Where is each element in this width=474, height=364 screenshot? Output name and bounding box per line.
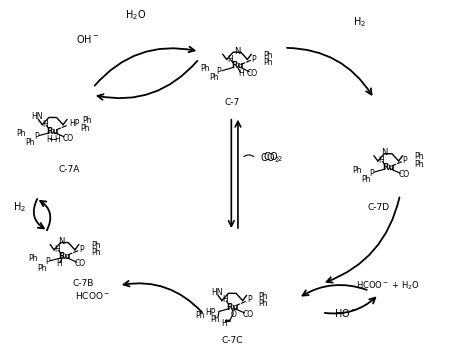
Text: Ph: Ph: [82, 116, 91, 125]
Text: P: P: [217, 67, 221, 76]
Text: Ru: Ru: [46, 127, 59, 136]
Text: HP: HP: [205, 308, 215, 317]
Text: Ph: Ph: [414, 152, 424, 161]
Text: Ph: Ph: [264, 51, 273, 60]
Text: Ru: Ru: [226, 302, 238, 312]
Text: H: H: [54, 135, 60, 144]
Text: N: N: [381, 149, 388, 158]
Text: Ph: Ph: [210, 73, 219, 82]
Text: Ph: Ph: [25, 138, 35, 147]
Text: HN: HN: [211, 288, 223, 297]
Text: Ph: Ph: [259, 299, 268, 308]
Text: H: H: [221, 319, 227, 328]
Text: Ph: Ph: [200, 64, 210, 74]
Text: H: H: [46, 135, 52, 144]
Text: H: H: [227, 55, 233, 63]
Text: CO: CO: [246, 69, 258, 78]
Text: P: P: [369, 169, 374, 178]
Text: H: H: [56, 260, 62, 268]
Text: H$_2$: H$_2$: [13, 201, 26, 214]
Text: CO$_2$: CO$_2$: [263, 150, 283, 163]
Text: Ph: Ph: [80, 124, 90, 133]
Text: Ph: Ph: [210, 315, 219, 324]
Text: C-7: C-7: [225, 98, 240, 107]
Text: Ru: Ru: [382, 163, 394, 172]
Text: HP: HP: [69, 119, 80, 128]
Text: HN: HN: [32, 112, 43, 121]
Text: Ph: Ph: [414, 159, 424, 169]
Text: Ph: Ph: [28, 254, 37, 263]
Text: P: P: [402, 156, 407, 165]
Text: OH$^-$: OH$^-$: [76, 33, 100, 45]
Text: Ph: Ph: [17, 129, 26, 138]
Text: H: H: [54, 245, 60, 254]
Text: C-7B: C-7B: [73, 279, 94, 288]
Text: CO: CO: [398, 170, 410, 179]
Text: Ph: Ph: [91, 248, 100, 257]
Text: HCOO$^-$ + H$_2$O: HCOO$^-$ + H$_2$O: [356, 279, 420, 292]
Text: Ru: Ru: [58, 252, 71, 261]
Text: CO: CO: [62, 134, 73, 143]
Text: H: H: [42, 120, 47, 129]
Text: Ph: Ph: [264, 58, 273, 67]
Text: Ph: Ph: [259, 292, 268, 301]
Text: P: P: [45, 257, 50, 266]
Text: H$_2$: H$_2$: [354, 16, 366, 29]
Text: N: N: [58, 237, 64, 246]
Text: P: P: [34, 132, 39, 141]
Text: Ru: Ru: [231, 62, 243, 71]
Text: CO$_2$: CO$_2$: [260, 151, 280, 165]
Text: Ph: Ph: [37, 264, 46, 273]
Text: Ph: Ph: [195, 310, 205, 320]
Text: C-7C: C-7C: [221, 336, 243, 345]
Text: C-7D: C-7D: [368, 203, 390, 212]
Text: HCOO$^-$: HCOO$^-$: [75, 290, 110, 301]
Text: CO: CO: [74, 259, 86, 268]
Text: H$_2$O: H$_2$O: [125, 8, 146, 22]
Text: P: P: [79, 245, 84, 254]
Text: P: P: [247, 295, 252, 304]
Text: H: H: [238, 69, 244, 78]
Text: Ph: Ph: [361, 175, 370, 184]
Text: CO: CO: [242, 310, 253, 319]
Text: Ph: Ph: [91, 241, 100, 250]
Text: O: O: [230, 310, 236, 319]
Text: H: H: [378, 156, 384, 165]
Text: N: N: [234, 47, 240, 56]
Text: Ph: Ph: [352, 166, 361, 175]
Text: HO$^-$: HO$^-$: [334, 307, 357, 319]
Text: H: H: [222, 295, 228, 304]
Text: P: P: [252, 55, 256, 63]
Text: C-7A: C-7A: [58, 165, 80, 174]
